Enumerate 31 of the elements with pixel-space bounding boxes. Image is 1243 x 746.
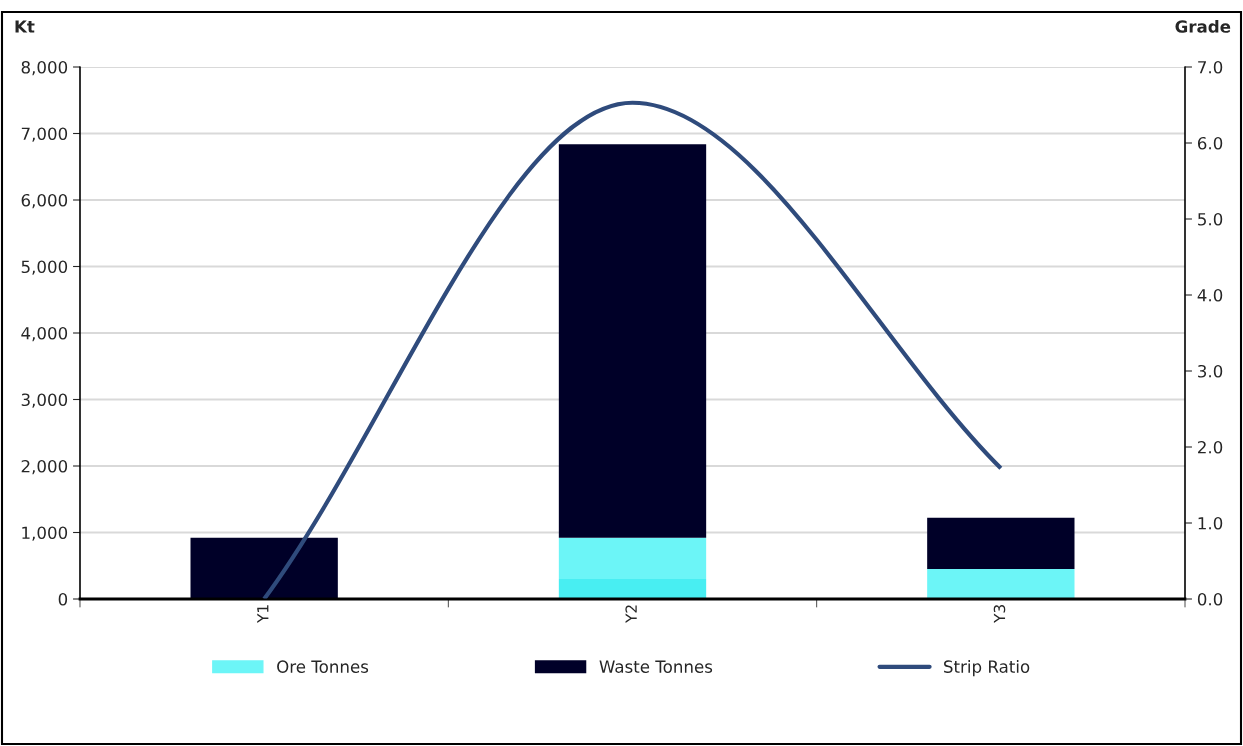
y2-tick-label: 1.0 [1198, 516, 1223, 530]
bar [927, 517, 1075, 570]
y2-tick-label: 4.0 [1197, 288, 1223, 302]
legend-label: Waste Tonnes [599, 660, 713, 673]
y-tick-label: 7,000 [21, 127, 68, 142]
y2-axis-title: Grade [1175, 19, 1231, 33]
y-tick-label: 1,000 [22, 526, 68, 541]
y-tick-label: 8,000 [21, 60, 68, 76]
legend-label: Strip Ratio [944, 660, 1030, 677]
x-tick-label: Y3 [993, 605, 1006, 623]
bar [558, 537, 707, 580]
y2-tick-label: 3.0 [1198, 364, 1223, 378]
bar [558, 579, 707, 599]
x-tick-label: Y1 [257, 605, 269, 623]
y-tick-label: 2,000 [21, 459, 68, 475]
y-tick-label: 4,000 [21, 326, 68, 342]
bar [190, 537, 338, 599]
y-tick-label: 3,000 [21, 393, 68, 408]
legend-label: Ore Tonnes [277, 660, 369, 673]
bar [558, 144, 707, 538]
y2-tick-label: 7.0 [1198, 60, 1223, 74]
y2-tick-label: 0.0 [1197, 592, 1223, 606]
y-axis-title: Kt [15, 20, 35, 33]
y2-tick-label: 5.0 [1198, 212, 1223, 226]
x-tick-label: Y2 [625, 605, 637, 623]
bar [927, 569, 1075, 599]
y2-tick-label: 6.0 [1197, 136, 1223, 150]
y-tick-label: 0 [58, 592, 68, 606]
y-tick-label: 6,000 [21, 193, 68, 209]
y-tick-label: 5,000 [21, 260, 68, 275]
y2-tick-label: 2.0 [1198, 440, 1223, 454]
